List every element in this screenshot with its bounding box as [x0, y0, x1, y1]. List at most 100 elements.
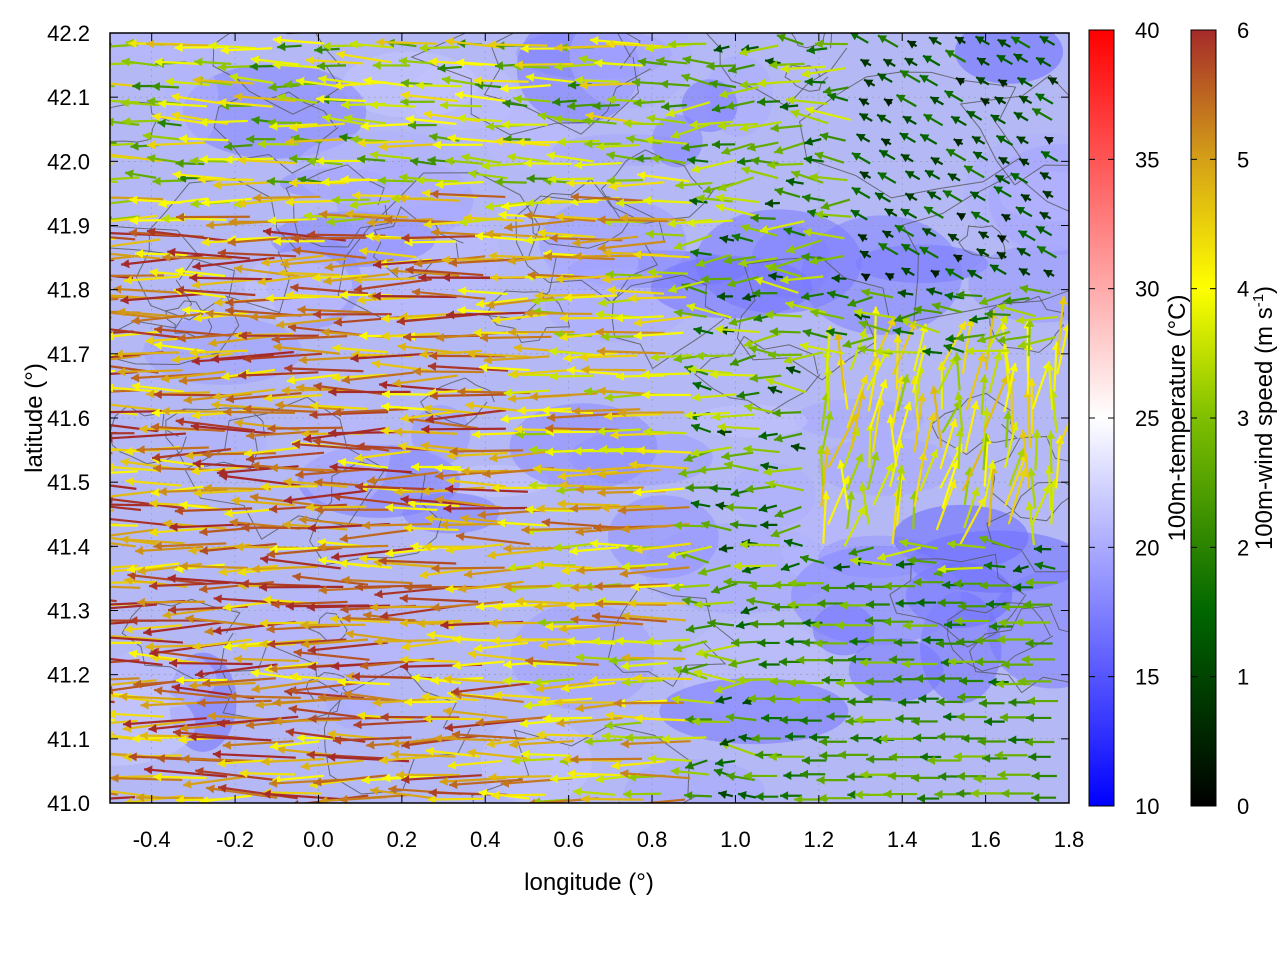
- wind-arrow: [354, 275, 416, 285]
- wind-arrow: [1056, 323, 1069, 375]
- wind-arrow-head: [1026, 696, 1035, 706]
- wind-arrow-head: [690, 248, 699, 258]
- wind-arrow-shaft: [317, 544, 389, 549]
- wind-arrow: [827, 413, 858, 468]
- wind-arrow-head: [172, 728, 182, 738]
- contour-line: [337, 172, 557, 320]
- wind-arrow-head: [768, 752, 777, 762]
- wind-arrow: [1019, 429, 1031, 489]
- wind-arrow-head: [121, 57, 131, 67]
- wind-arrow-shaft: [597, 240, 666, 250]
- wind-arrow-shaft: [223, 410, 295, 415]
- wind-arrow-head: [746, 596, 756, 606]
- wind-arrow-head: [493, 602, 502, 612]
- wind-arrow: [570, 192, 645, 202]
- wind-arrow: [996, 303, 1036, 318]
- wind-arrow-head: [120, 295, 129, 305]
- wind-arrow-shaft: [134, 545, 204, 553]
- wind-arrow-head: [507, 152, 516, 162]
- wind-arrow-head: [503, 388, 512, 398]
- wind-arrow-head: [887, 771, 896, 781]
- wind-arrow-head: [313, 382, 322, 391]
- wind-arrow: [572, 406, 641, 416]
- wind-arrow: [381, 402, 433, 412]
- wind-arrow-head: [1003, 410, 1013, 420]
- wind-arrow: [801, 193, 825, 203]
- wind-arrow: [151, 82, 179, 91]
- wind-arrow-shaft: [575, 486, 644, 491]
- wind-arrow-head: [54, 622, 62, 631]
- wind-arrow-head: [998, 618, 1007, 628]
- wind-arrow-shaft: [261, 757, 325, 764]
- wind-arrow-head: [126, 564, 136, 574]
- wind-arrow-head: [1008, 697, 1017, 707]
- wind-arrow-head: [553, 114, 563, 124]
- wind-arrow: [269, 544, 321, 554]
- wind-arrow: [110, 117, 140, 127]
- wind-arrow-head: [379, 611, 389, 621]
- wind-arrow-head: [257, 139, 266, 149]
- wind-arrow-head: [993, 351, 1003, 361]
- wind-arrow: [725, 502, 758, 512]
- wind-arrow-head: [979, 374, 989, 383]
- wind-arrow-head: [824, 655, 833, 665]
- wind-arrow-head: [397, 194, 406, 204]
- wind-arrow: [1016, 315, 1059, 325]
- wind-arrow-shaft: [189, 276, 273, 281]
- wind-arrow-shaft: [337, 460, 388, 469]
- wind-arrow-head: [738, 791, 747, 800]
- wind-arrow: [446, 451, 508, 461]
- wind-arrow-head: [316, 61, 325, 71]
- wind-arrow: [234, 92, 297, 103]
- wind-arrow: [978, 698, 1005, 708]
- wind-arrow-head: [399, 618, 408, 628]
- wind-arrow-head: [645, 229, 654, 239]
- wind-arrow-head: [237, 155, 246, 165]
- wind-arrow-head: [902, 621, 911, 631]
- wind-arrow-head: [978, 698, 987, 708]
- wind-arrow: [566, 366, 619, 376]
- wind-arrow-shaft: [260, 254, 324, 265]
- wind-arrow-shaft: [312, 274, 368, 280]
- wind-arrow-head: [514, 60, 523, 70]
- wind-arrow-shaft: [524, 312, 593, 316]
- wind-arrow: [446, 310, 529, 320]
- wind-arrow-head: [249, 61, 258, 71]
- wind-arrow-head: [994, 97, 1004, 105]
- wind-arrow-shaft: [371, 361, 433, 373]
- wind-arrow-head: [140, 700, 149, 710]
- wind-arrow: [859, 658, 896, 668]
- wind-arrow-head: [717, 422, 726, 432]
- wind-arrow-shaft: [208, 334, 275, 345]
- wind-arrow-head: [765, 377, 775, 387]
- wind-arrow: [874, 191, 891, 203]
- wind-arrow: [790, 443, 806, 452]
- wind-arrow-head: [426, 630, 436, 640]
- wind-arrow: [398, 56, 437, 66]
- wind-arrow-shaft: [595, 330, 665, 335]
- wind-arrow-head: [615, 446, 624, 456]
- wind-arrow-head: [1019, 429, 1028, 439]
- wind-arrow: [384, 503, 438, 513]
- wind-arrow-shaft: [110, 641, 114, 644]
- wind-arrow-head: [145, 642, 154, 652]
- wind-arrow-shaft: [114, 351, 179, 356]
- wind-arrow-head: [725, 712, 735, 722]
- wind-arrow-shaft: [259, 621, 318, 625]
- wind-arrow-head: [879, 150, 889, 159]
- wind-arrow: [110, 564, 139, 569]
- wind-arrow: [212, 749, 296, 759]
- wind-arrow: [306, 750, 387, 760]
- wind-arrow-head: [500, 83, 509, 93]
- wind-arrow-head: [285, 727, 295, 737]
- wind-arrow: [982, 375, 1009, 433]
- wind-arrow: [845, 453, 864, 491]
- wind-arrow-head: [597, 215, 606, 225]
- wind-arrow-shaft: [556, 502, 620, 507]
- wind-arrow-head: [786, 365, 796, 375]
- wind-arrow: [1047, 76, 1059, 86]
- wind-arrow-shaft: [433, 737, 501, 742]
- wind-arrow-head: [276, 745, 286, 755]
- wind-arrow-head: [87, 138, 95, 147]
- wind-arrow-head: [893, 638, 902, 648]
